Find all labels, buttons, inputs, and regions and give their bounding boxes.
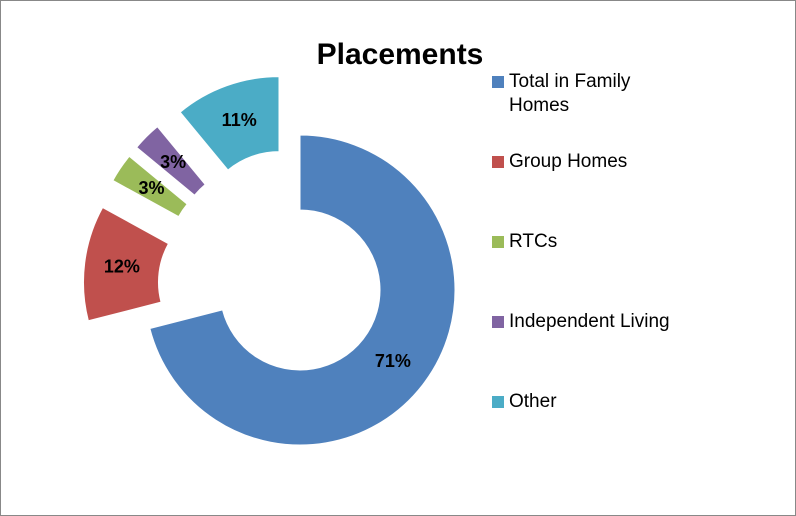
data-label: 11% <box>222 110 257 130</box>
data-label: 3% <box>160 152 186 172</box>
legend: Total in Family Homes Group Homes RTCs Inde… <box>492 70 792 470</box>
legend-label: Independent Living <box>509 311 670 332</box>
donut-slice <box>82 206 170 322</box>
legend-label: Group Homes <box>509 151 628 172</box>
legend-swatch <box>492 76 504 88</box>
data-label: 3% <box>139 178 165 198</box>
legend-swatch <box>492 316 504 328</box>
donut-slice <box>112 155 188 218</box>
chart-title: Placements <box>317 38 484 71</box>
legend-item: RTCs <box>492 230 792 310</box>
legend-swatch <box>492 236 504 248</box>
legend-item: Group Homes <box>492 150 792 230</box>
legend-label: RTCs <box>509 231 558 252</box>
legend-item: Total in Family Homes <box>492 70 792 150</box>
legend-item: Independent Living <box>492 310 792 390</box>
legend-label: Total in Family Homes <box>509 71 631 116</box>
data-label: 12% <box>104 256 140 276</box>
donut-slice <box>136 126 206 196</box>
legend-label: Other <box>509 391 557 412</box>
donut-slice <box>149 134 456 446</box>
donut-slice <box>179 76 280 171</box>
legend-swatch <box>492 156 504 168</box>
data-label: 71% <box>375 351 411 371</box>
legend-item: Other <box>492 390 792 470</box>
legend-swatch <box>492 396 504 408</box>
